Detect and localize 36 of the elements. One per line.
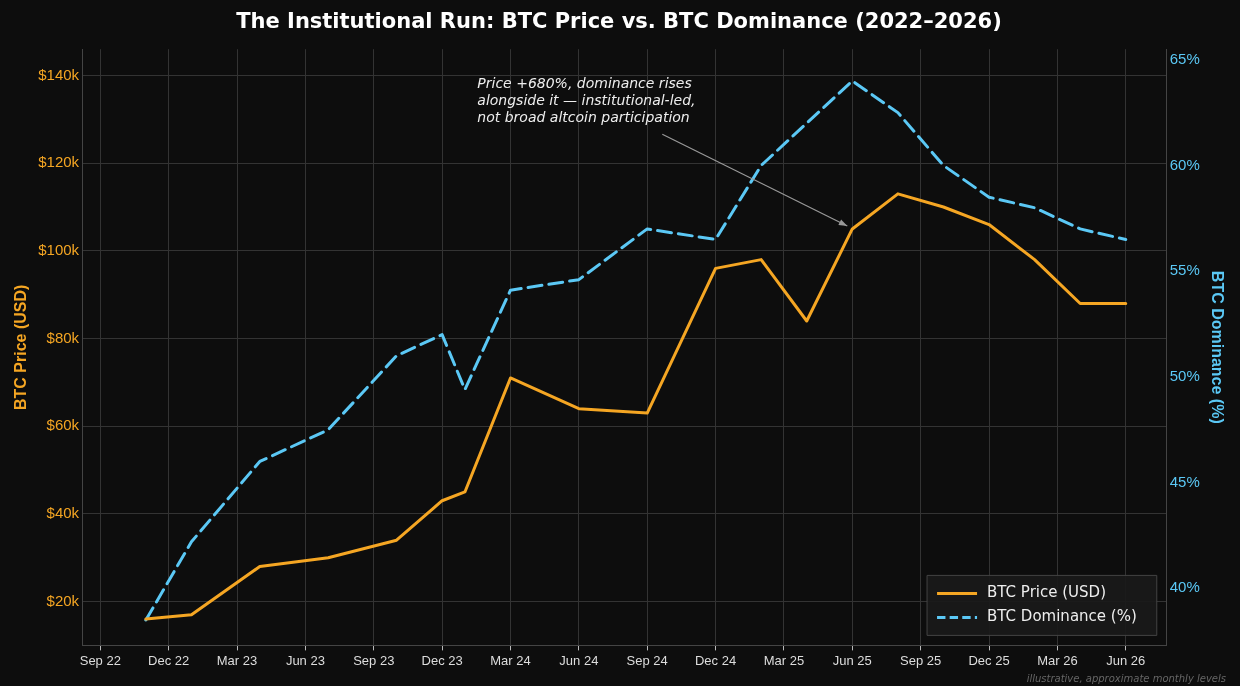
y2-tick-label: 60% xyxy=(1169,155,1200,173)
x-tick-label: Dec 23 xyxy=(421,652,463,668)
chart-title: The Institutional Run: BTC Price vs. BTC Dominance (2022–2026) xyxy=(236,9,1002,34)
x-tick-label: Sep 22 xyxy=(79,652,121,668)
y2-tick-label: 65% xyxy=(1169,49,1200,67)
x-tick-label: Mar 26 xyxy=(1037,652,1078,668)
y2-axis-title: BTC Dominance (%) xyxy=(1208,270,1226,424)
x-tick-label: Sep 24 xyxy=(626,652,668,668)
y-axis-title: BTC Price (USD) xyxy=(12,284,30,410)
x-tick-label: Dec 25 xyxy=(968,652,1010,668)
y2-tick-label: 40% xyxy=(1169,578,1200,596)
legend-label: BTC Dominance (%) xyxy=(987,607,1137,626)
y2-tick-label: 45% xyxy=(1169,472,1200,490)
y-tick-label: $100k xyxy=(38,241,80,258)
x-tick-label: Jun 23 xyxy=(285,652,325,668)
y-tick-label: $140k xyxy=(38,65,80,83)
y2-tick-label: 50% xyxy=(1169,367,1200,385)
annotation: Price +680%, dominance rises alongside it — institutional-led, not broad altcoin participation xyxy=(477,74,696,125)
y-tick-label: $120k xyxy=(38,153,80,171)
y-tick-label: $20k xyxy=(46,591,80,609)
x-tick-label: Dec 22 xyxy=(148,652,190,668)
x-tick-label: Jun 26 xyxy=(1106,652,1146,668)
y-tick-label: $60k xyxy=(46,416,80,434)
x-tick-label: Sep 23 xyxy=(353,652,395,668)
x-tick-label: Jun 25 xyxy=(832,652,872,668)
x-tick-label: Dec 24 xyxy=(694,652,737,668)
text: illustrative, approximate monthly levels xyxy=(1026,673,1226,684)
x-tick-label: Mar 24 xyxy=(490,652,531,668)
y2-tick-label: 55% xyxy=(1169,261,1200,279)
x-tick-label: Sep 25 xyxy=(900,652,942,668)
y-tick-label: $40k xyxy=(46,504,80,522)
x-tick-label: Jun 24 xyxy=(559,652,599,668)
legend-label: BTC Price (USD) xyxy=(987,583,1106,602)
x-tick-label: Mar 23 xyxy=(216,652,258,668)
x-tick-label: Mar 25 xyxy=(763,652,805,668)
y-tick-label: $80k xyxy=(46,328,80,346)
